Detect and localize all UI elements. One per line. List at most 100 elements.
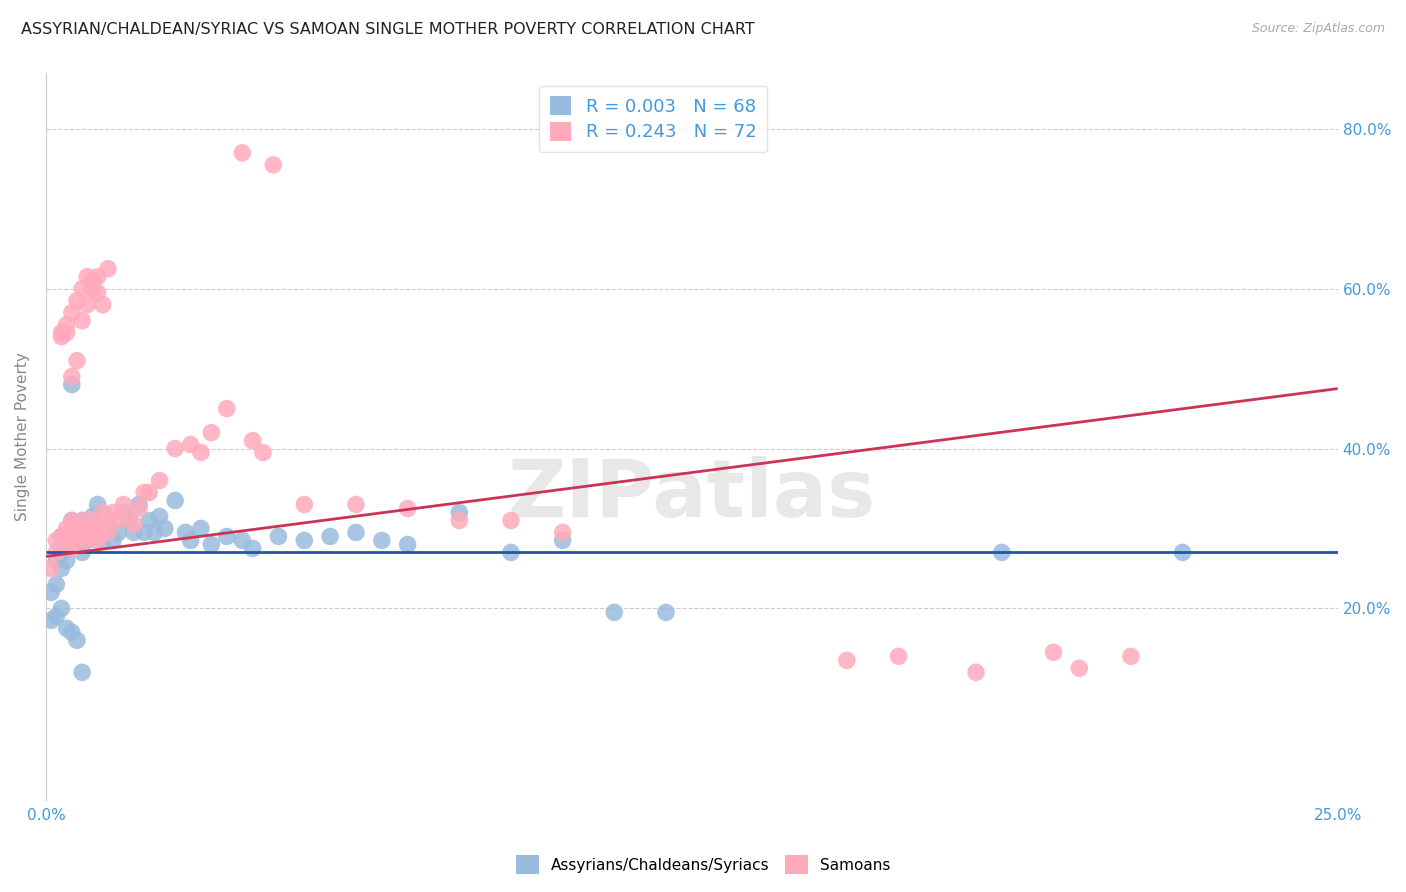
Point [499, 545, 522, 559]
Point [70, 521, 93, 535]
Point [76, 521, 98, 535]
Point [60, 369, 83, 384]
Point [82, 509, 104, 524]
Point [82, 282, 104, 296]
Point [449, 513, 471, 527]
Point [66, 533, 89, 548]
Point [174, 525, 197, 540]
Point [39, 561, 62, 575]
Point [101, 506, 124, 520]
Point [86, 525, 108, 540]
Point [76, 521, 98, 535]
Point [180, 533, 202, 548]
Point [190, 521, 212, 535]
Text: ZIPatlas: ZIPatlas [508, 456, 876, 533]
Point [153, 521, 176, 535]
Point [165, 493, 187, 508]
Point [86, 498, 108, 512]
Point [122, 525, 145, 540]
Point [55, 326, 77, 340]
Legend: Assyrians/Chaldeans/Syriacs, Samoans: Assyrians/Chaldeans/Syriacs, Samoans [509, 849, 897, 880]
Point [45, 553, 67, 567]
Point [86, 269, 108, 284]
Point [91, 506, 114, 520]
Point [51, 529, 73, 543]
Point [97, 513, 120, 527]
Point [143, 525, 166, 540]
Point [835, 653, 858, 667]
Point [215, 401, 238, 416]
Point [55, 318, 77, 332]
Point [292, 533, 315, 548]
Point [149, 509, 172, 524]
Point [319, 529, 342, 543]
Point [117, 509, 139, 524]
Point [97, 261, 120, 276]
Point [86, 533, 108, 548]
Point [1042, 645, 1064, 659]
Point [70, 282, 93, 296]
Y-axis label: Single Mother Poverty: Single Mother Poverty [15, 352, 30, 521]
Point [51, 545, 73, 559]
Point [122, 517, 145, 532]
Point [51, 561, 73, 575]
Point [60, 541, 83, 556]
Point [499, 513, 522, 527]
Point [70, 529, 93, 543]
Point [60, 625, 83, 640]
Point [965, 665, 987, 680]
Point [45, 577, 67, 591]
Point [344, 525, 367, 540]
Point [215, 529, 238, 543]
Point [655, 606, 678, 620]
Point [117, 513, 139, 527]
Point [149, 474, 172, 488]
Point [76, 298, 98, 312]
Point [76, 269, 98, 284]
Point [180, 437, 202, 451]
Point [51, 326, 73, 340]
Point [60, 541, 83, 556]
Point [55, 537, 77, 551]
Point [45, 609, 67, 624]
Point [55, 621, 77, 635]
Text: Source: ZipAtlas.com: Source: ZipAtlas.com [1251, 22, 1385, 36]
Point [55, 553, 77, 567]
Point [76, 533, 98, 548]
Point [60, 513, 83, 527]
Point [45, 545, 67, 559]
Point [60, 513, 83, 527]
Point [112, 506, 135, 520]
Point [91, 533, 114, 548]
Point [82, 525, 104, 540]
Point [252, 445, 274, 459]
Point [66, 521, 89, 535]
Point [91, 298, 114, 312]
Text: ASSYRIAN/CHALDEAN/SYRIAC VS SAMOAN SINGLE MOTHER POVERTY CORRELATION CHART: ASSYRIAN/CHALDEAN/SYRIAC VS SAMOAN SINGL… [21, 22, 755, 37]
Point [200, 425, 222, 440]
Point [82, 529, 104, 543]
Point [76, 533, 98, 548]
Point [231, 533, 253, 548]
Point [991, 545, 1014, 559]
Point [107, 513, 129, 527]
Point [60, 306, 83, 320]
Point [101, 533, 124, 548]
Legend: R = 0.003   N = 68, R = 0.243   N = 72: R = 0.003 N = 68, R = 0.243 N = 72 [538, 86, 768, 153]
Point [51, 541, 73, 556]
Point [190, 445, 212, 459]
Point [86, 285, 108, 300]
Point [267, 529, 290, 543]
Point [45, 533, 67, 548]
Point [51, 329, 73, 343]
Point [231, 145, 253, 160]
Point [70, 513, 93, 527]
Point [66, 353, 89, 368]
Point [60, 377, 83, 392]
Point [66, 517, 89, 532]
Point [396, 537, 419, 551]
Point [165, 442, 187, 456]
Point [887, 649, 910, 664]
Point [134, 485, 156, 500]
Point [66, 293, 89, 308]
